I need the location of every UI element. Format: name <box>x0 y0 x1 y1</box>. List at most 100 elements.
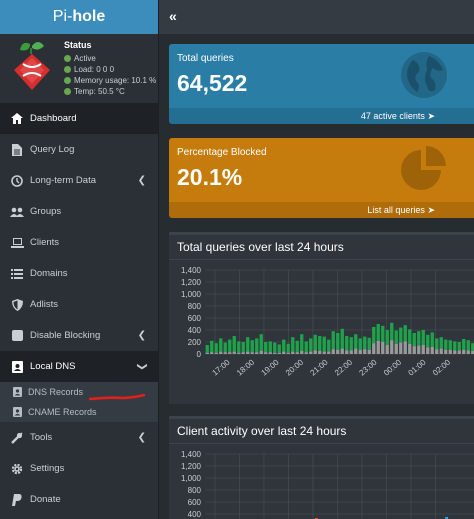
sidebar-item-disable-blocking[interactable]: Disable Blocking ❮ <box>0 320 158 351</box>
permitted-bar <box>210 340 214 353</box>
blocked-bar <box>462 349 466 354</box>
permitted-bar <box>466 340 470 351</box>
sidebar-item-query-log[interactable]: Query Log <box>0 134 158 165</box>
home-icon <box>10 113 24 124</box>
list-all-queries-link[interactable]: List all queries ➤ <box>169 202 474 218</box>
total-queries-chart[interactable]: 1,400 1,200 1,000 800 600 400 200 0 17:00 18:00 19… <box>169 260 474 402</box>
status-load: Load: 0 0 0 <box>64 64 156 75</box>
sidebar-item-dashboard[interactable]: Dashboard <box>0 103 158 134</box>
permitted-bar <box>448 340 452 350</box>
sidebar-item-adlists[interactable]: Adlists <box>0 289 158 320</box>
x-tick-label: 20:00 <box>284 357 306 377</box>
blocked-bar <box>403 341 407 354</box>
permitted-bar <box>367 337 371 350</box>
active-clients-link[interactable]: 47 active clients ➤ <box>169 108 474 124</box>
brand-prefix: Pi- <box>52 8 73 25</box>
blocked-bar <box>421 345 425 354</box>
status-memory: Memory usage: 10.1 % <box>64 75 156 86</box>
permitted-bar <box>223 342 227 353</box>
client-activity-chart-panel: Client activity over last 24 hours 1,400… <box>169 416 474 519</box>
sidebar-item-donate[interactable]: Donate <box>0 484 158 515</box>
permitted-bar <box>300 334 304 351</box>
blocked-bar <box>241 352 245 354</box>
blocked-bar <box>430 346 434 354</box>
sidebar-item-local-dns[interactable]: Local DNS ❮ <box>0 351 158 382</box>
y-tick-label: 1,400 <box>181 450 202 459</box>
temp-dot-icon <box>64 88 71 95</box>
sidebar-item-label: Domains <box>30 268 68 279</box>
red-underline-annotation <box>89 394 145 401</box>
arrow-circle-right-icon: ➤ <box>427 111 435 121</box>
paypal-icon <box>10 493 24 506</box>
address-book-small-icon <box>12 387 22 397</box>
permitted-bar <box>304 341 308 353</box>
sidebar-item-groups[interactable]: Groups <box>0 196 158 227</box>
blocked-bar <box>448 349 452 354</box>
blocked-bar <box>417 345 421 354</box>
x-tick-label: 00:00 <box>382 357 404 377</box>
permitted-bar <box>291 337 295 352</box>
percentage-blocked-value: 20.1% <box>177 164 243 190</box>
y-tick-label: 0 <box>197 350 202 359</box>
permitted-bar <box>205 345 209 353</box>
main-content: Total queries 64,522 47 active clients ➤… <box>159 34 474 519</box>
y-tick-label: 1,200 <box>181 278 202 287</box>
percentage-blocked-label: Percentage Blocked <box>177 147 267 158</box>
sidebar-item-cname-records[interactable]: CNAME Records <box>0 402 158 422</box>
blocked-bar <box>358 349 362 354</box>
status-title: Status <box>64 40 92 50</box>
sidebar-item-label: Disable Blocking <box>30 330 101 341</box>
blocked-bar <box>331 349 335 354</box>
stop-icon <box>10 330 24 341</box>
blocked-bar <box>390 340 394 354</box>
permitted-bar <box>268 341 272 353</box>
sidebar-item-domains[interactable]: Domains <box>0 258 158 289</box>
sidebar-item-clients[interactable]: Clients <box>0 227 158 258</box>
permitted-bar <box>376 324 380 341</box>
y-tick-label: 1,400 <box>181 266 202 275</box>
sidebar-item-settings[interactable]: Settings <box>0 453 158 484</box>
sidebar-item-label: Dashboard <box>30 113 77 124</box>
sidebar-item-tools[interactable]: Tools ❮ <box>0 422 158 453</box>
permitted-bar <box>439 337 443 349</box>
sidebar-toggle-button[interactable]: « <box>169 8 177 24</box>
y-tick-label: 1,000 <box>181 474 202 483</box>
permitted-bar <box>421 330 425 345</box>
users-icon <box>10 207 24 217</box>
permitted-bar <box>435 338 439 350</box>
permitted-bar <box>228 339 232 353</box>
permitted-bar <box>313 334 317 351</box>
permitted-bar <box>471 343 474 351</box>
address-book-small-icon <box>12 407 22 417</box>
permitted-bar <box>453 341 457 351</box>
brand-logo-text[interactable]: Pi-hole <box>0 0 158 34</box>
blocked-bar <box>295 352 299 354</box>
permitted-bar <box>214 343 218 353</box>
status-active-text: Active <box>74 54 96 63</box>
blocked-bar <box>291 351 295 354</box>
percentage-blocked-box: Percentage Blocked 20.1% List all querie… <box>169 138 474 218</box>
permitted-bar <box>282 339 286 352</box>
permitted-bar <box>259 334 263 351</box>
blocked-bar <box>282 351 286 354</box>
permitted-bar <box>237 341 241 353</box>
blocked-bar <box>385 345 389 354</box>
chevron-down-icon: ❮ <box>136 362 148 371</box>
blocked-bar <box>219 351 223 354</box>
permitted-bar <box>363 336 367 350</box>
pihole-raspberry-icon <box>14 42 50 90</box>
sidebar-item-long-term-data[interactable]: Long-term Data ❮ <box>0 165 158 196</box>
y-tick-label: 800 <box>188 302 202 311</box>
y-tick-label: 1,000 <box>181 290 202 299</box>
x-tick-label: 19:00 <box>260 357 282 377</box>
blocked-bar <box>268 352 272 354</box>
chevron-left-icon: ❮ <box>137 330 146 341</box>
sidebar-item-dns-records[interactable]: DNS Records <box>0 382 158 402</box>
y-tick-label: 400 <box>188 510 202 519</box>
blocked-bar <box>277 352 281 354</box>
total-queries-box: Total queries 64,522 47 active clients ➤ <box>169 44 474 124</box>
blocked-bar <box>246 351 250 354</box>
blocked-bar <box>318 351 322 354</box>
permitted-bar <box>349 337 353 351</box>
